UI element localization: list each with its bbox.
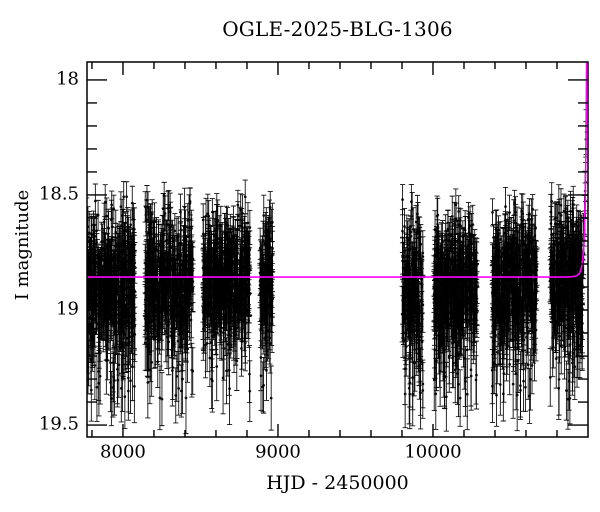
x-axis-label: HJD - 2450000: [266, 472, 409, 494]
y-axis-label: I magnitude: [12, 189, 33, 301]
chart-title: OGLE-2025-BLG-1306: [222, 17, 453, 41]
